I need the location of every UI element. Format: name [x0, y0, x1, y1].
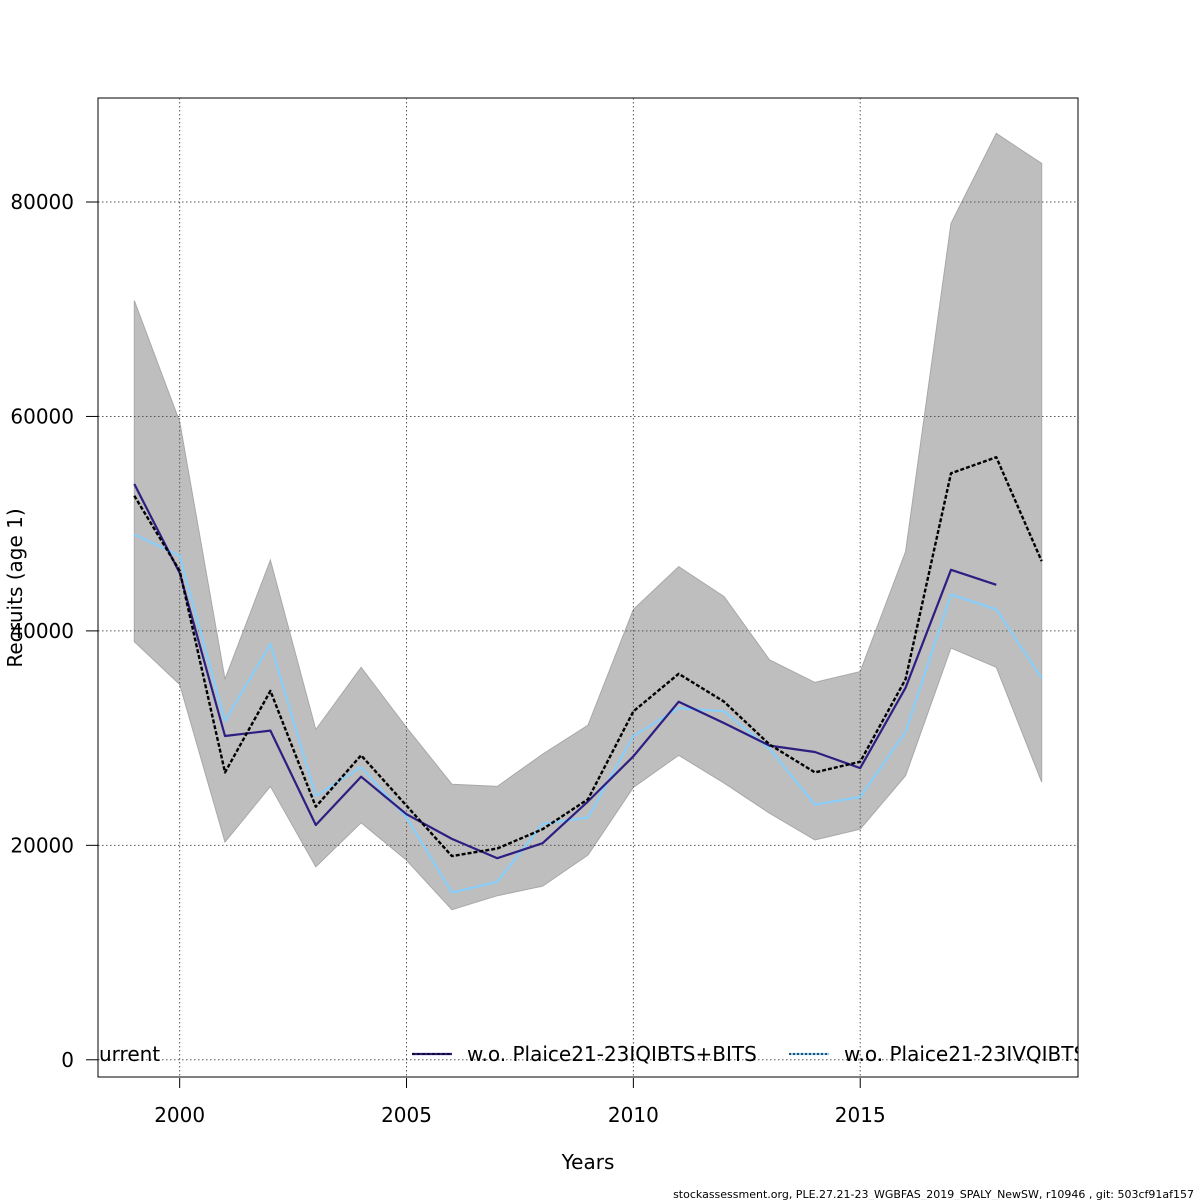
legend-label-0: current	[88, 1042, 160, 1066]
series-line-1	[133, 483, 997, 860]
x-tick-label: 2015	[835, 1103, 886, 1127]
y-tick-label: 60000	[10, 404, 74, 428]
x-tick-label: 2000	[154, 1103, 205, 1127]
y-axis: 0 20000 40000 60000 80000	[10, 190, 98, 1072]
y-axis-title: Recruits (age 1)	[3, 508, 27, 667]
y-tick-label: 80000	[10, 190, 74, 214]
footer-credit: stockassessment.org, PLE.27.21-23_WGBFAS…	[673, 1188, 1194, 1200]
plot-border	[97, 97, 1079, 1078]
x-axis-title: Years	[561, 1150, 615, 1174]
y-tick-label: 0	[61, 1048, 74, 1072]
x-tick-label: 2010	[608, 1103, 659, 1127]
legend: current w.o. Plaice21-23IQIBTS+BITS w.o. P…	[88, 1042, 1086, 1066]
y-tick-label: 40000	[10, 619, 74, 643]
series-lines	[133, 456, 1043, 894]
series-line-0	[133, 456, 1043, 858]
grid-lines	[98, 98, 1078, 1078]
y-tick-label: 20000	[10, 833, 74, 857]
x-axis: 2000 2005 2010 2015	[154, 1078, 886, 1127]
legend-label-2: w.o. Plaice21-23IVQIBTS	[844, 1042, 1086, 1066]
legend-label-1: w.o. Plaice21-23IQIBTS+BITS	[467, 1042, 757, 1066]
confidence-band	[133, 132, 1043, 911]
x-tick-label: 2005	[381, 1103, 432, 1127]
plot-area	[98, 98, 1078, 1078]
series-line-2	[133, 533, 1043, 894]
